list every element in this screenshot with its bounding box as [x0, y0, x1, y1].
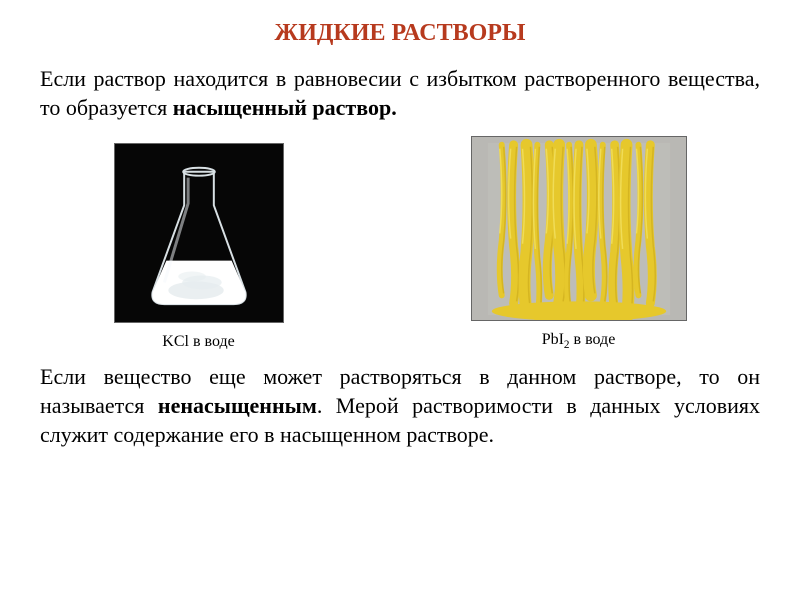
caption-pbi2: PbI2 в воде	[542, 331, 616, 351]
caption-pbi2-suffix: в воде	[570, 331, 616, 348]
images-row: KCl в воде PbI2 в воде	[40, 136, 760, 351]
image-block-right: PbI2 в воде	[471, 136, 687, 351]
page-title: ЖИДКИЕ РАСТВОРЫ	[40, 20, 760, 47]
caption-kcl: KCl в воде	[162, 333, 234, 351]
paragraph-1: Если раствор находится в равновесии с из…	[40, 65, 760, 122]
caption-pbi2-formula: PbI	[542, 331, 564, 348]
strands-illustration	[472, 136, 686, 321]
caption-kcl-suffix: в воде	[189, 333, 235, 350]
para2-bold: ненасыщенным	[158, 393, 317, 418]
image-frame-pbi2	[471, 136, 687, 321]
caption-kcl-formula: KCl	[162, 333, 189, 350]
image-block-left: KCl в воде	[114, 143, 284, 351]
para1-prefix: Если раствор находится в равновесии с из…	[40, 66, 760, 120]
paragraph-2: Если вещество еще может растворяться в д…	[40, 363, 760, 449]
para1-bold: насыщенный раствор.	[173, 95, 397, 120]
flask-illustration	[115, 143, 283, 323]
image-frame-kcl	[114, 143, 284, 323]
